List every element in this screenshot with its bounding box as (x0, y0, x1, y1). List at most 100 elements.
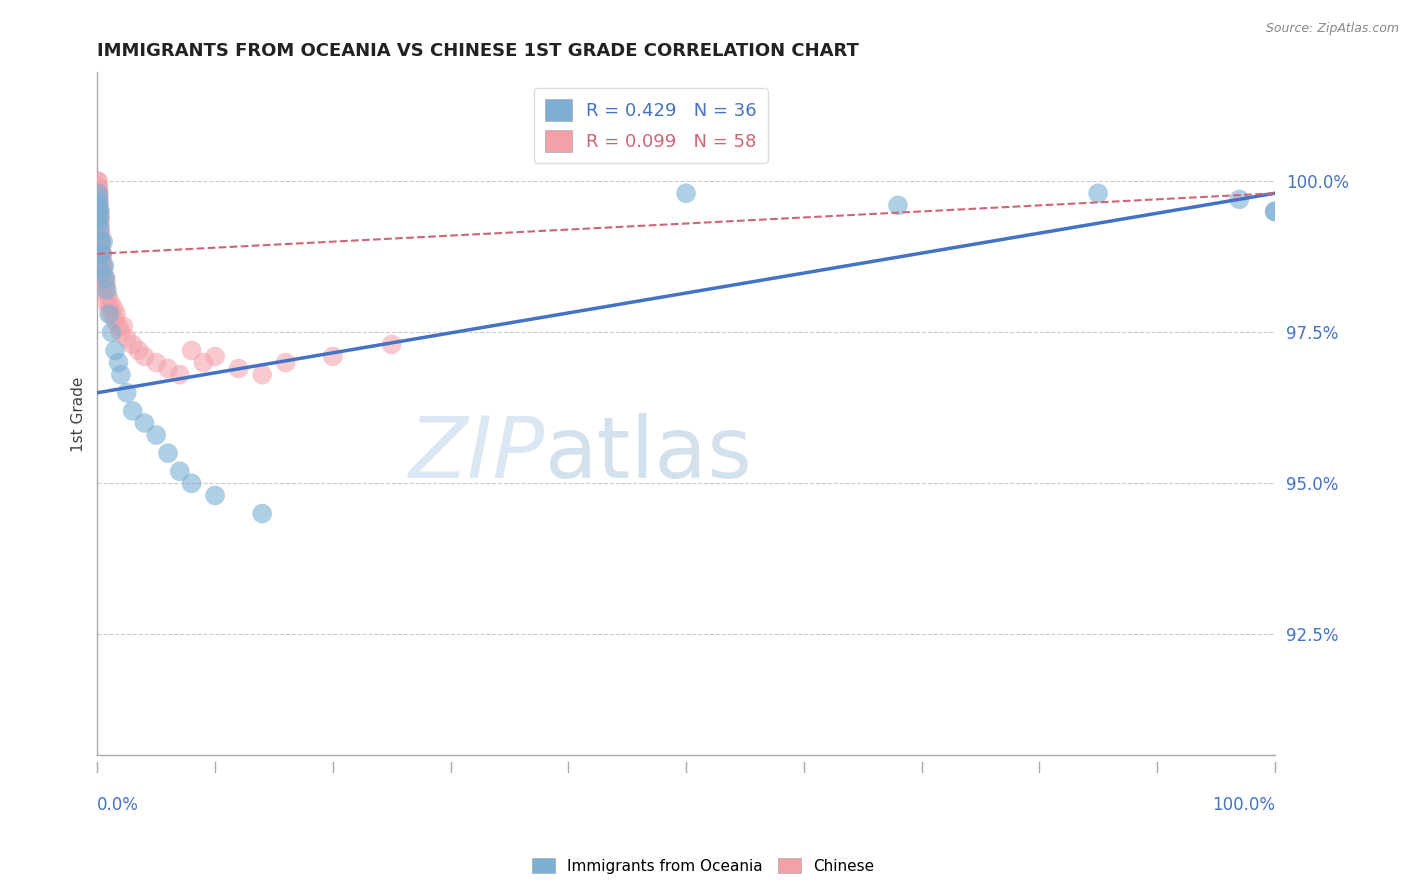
Point (94, 271, 117, 285)
Point (250, 368, 273, 382)
Point (193, 355, 215, 369)
Point (204, 488, 226, 502)
Point (87, 204, 110, 219)
Point (107, 319, 129, 334)
Point (87, 186, 110, 201)
Text: IMMIGRANTS FROM OCEANIA VS CHINESE 1ST GRADE CORRELATION CHART: IMMIGRANTS FROM OCEANIA VS CHINESE 1ST G… (97, 42, 859, 60)
Point (134, 350, 156, 364)
Point (87, 180, 110, 194)
Point (110, 368, 132, 382)
Y-axis label: 1st Grade: 1st Grade (72, 376, 86, 451)
Point (100, 307, 122, 321)
Point (96, 283, 118, 297)
Point (145, 428, 167, 442)
Point (322, 350, 344, 364)
Point (87, 204, 110, 219)
Point (91, 252, 114, 267)
Point (91, 246, 114, 260)
Point (87, 198, 110, 212)
Point (1087, 186, 1109, 201)
Point (97, 289, 120, 303)
Point (93, 259, 115, 273)
Point (381, 337, 404, 351)
Point (98, 307, 121, 321)
Point (180, 343, 202, 358)
Point (180, 476, 202, 491)
Point (90, 246, 112, 260)
Point (89, 222, 111, 236)
Point (1264, 204, 1286, 219)
Point (91, 265, 114, 279)
Point (169, 368, 191, 382)
Legend: Immigrants from Oceania, Chinese: Immigrants from Oceania, Chinese (526, 852, 880, 880)
Point (98, 295, 121, 310)
Point (90, 235, 112, 249)
Point (204, 350, 226, 364)
Text: 100.0%: 100.0% (1212, 797, 1275, 814)
Legend: R = 0.429   N = 36, R = 0.099   N = 58: R = 0.429 N = 36, R = 0.099 N = 58 (534, 88, 768, 163)
Point (86, 174, 108, 188)
Point (104, 313, 127, 327)
Point (93, 271, 115, 285)
Point (94, 271, 117, 285)
Point (107, 355, 129, 369)
Point (110, 326, 132, 340)
Point (121, 404, 143, 418)
Point (228, 361, 250, 376)
Point (87, 217, 110, 231)
Point (89, 217, 111, 231)
Point (1264, 204, 1286, 219)
Point (115, 331, 138, 345)
Point (89, 211, 111, 225)
Point (145, 355, 167, 369)
Point (91, 246, 114, 260)
Point (87, 180, 110, 194)
Point (89, 211, 111, 225)
Point (96, 295, 118, 310)
Point (87, 192, 110, 206)
Point (156, 446, 179, 460)
Point (128, 343, 150, 358)
Point (90, 235, 112, 249)
Point (87, 186, 110, 201)
Point (94, 283, 117, 297)
Point (87, 198, 110, 212)
Point (89, 211, 111, 225)
Point (87, 174, 110, 188)
Point (91, 259, 114, 273)
Point (1227, 192, 1250, 206)
Point (90, 235, 112, 249)
Point (90, 265, 112, 279)
Point (156, 361, 179, 376)
Point (103, 301, 125, 315)
Point (87, 186, 110, 201)
Point (91, 259, 114, 273)
Point (90, 241, 112, 255)
Point (121, 337, 143, 351)
Point (675, 186, 697, 201)
Point (93, 277, 115, 291)
Point (98, 301, 121, 315)
Point (89, 222, 111, 236)
Point (887, 198, 910, 212)
Point (115, 385, 138, 400)
Point (89, 246, 111, 260)
Point (87, 186, 110, 201)
Point (134, 416, 156, 430)
Text: Source: ZipAtlas.com: Source: ZipAtlas.com (1265, 22, 1399, 36)
Point (274, 355, 297, 369)
Point (112, 319, 135, 334)
Point (89, 198, 111, 212)
Point (91, 235, 114, 249)
Point (87, 192, 110, 206)
Point (169, 464, 191, 478)
Point (250, 507, 273, 521)
Point (100, 326, 122, 340)
Text: ZIP: ZIP (409, 413, 544, 496)
Point (87, 192, 110, 206)
Point (89, 204, 111, 219)
Point (90, 228, 112, 243)
Text: atlas: atlas (544, 413, 752, 496)
Point (96, 277, 118, 291)
Point (105, 307, 128, 321)
